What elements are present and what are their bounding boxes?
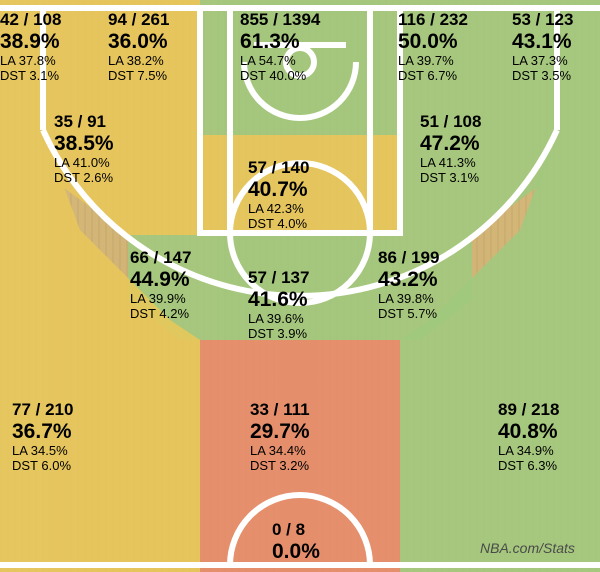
zone-corner3-right — [505, 0, 600, 130]
zone-baseline-mid-left — [95, 0, 200, 130]
zones-layer — [0, 0, 600, 572]
zone-top3 — [200, 340, 400, 572]
credit-text: NBA.com/Stats — [480, 540, 575, 556]
zone-corner3-left — [0, 0, 95, 130]
zone-top-key-mid — [250, 235, 350, 340]
zone-baseline-mid-right — [400, 0, 505, 130]
zone-paint-restricted — [200, 0, 400, 135]
shot-chart: 42 / 10838.9%LA 37.8%DST 3.1%94 / 26136.… — [0, 0, 600, 572]
zone-paint-upper — [200, 135, 400, 235]
